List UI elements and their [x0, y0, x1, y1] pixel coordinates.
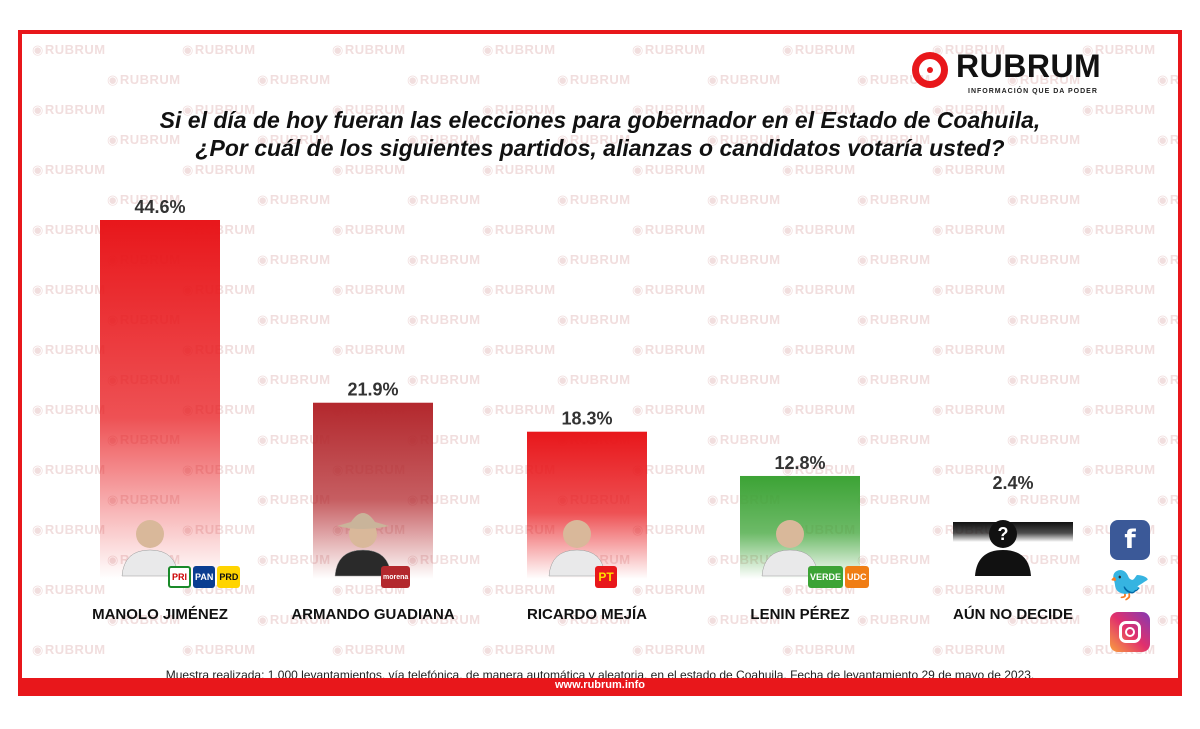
category-label-4: LENIN PÉREZ	[750, 606, 849, 623]
candidate-photo-head-4	[776, 520, 804, 548]
category-label-3: RICARDO MEJÍA	[527, 606, 647, 623]
category-label-2: ARMANDO GUADIANA	[291, 606, 454, 623]
party-logo-prd: PRD	[217, 566, 241, 588]
party-logo-pri: PRI	[168, 566, 192, 588]
candidate-photo-head-5	[989, 520, 1017, 548]
value-label-4: 12.8%	[774, 453, 825, 473]
party-logo-udc: UDC	[845, 566, 869, 588]
candidate-photo-head-3	[563, 520, 591, 548]
logo-wordmark: RUBRUM	[956, 48, 1102, 84]
cowboy-hat-icon	[337, 513, 389, 529]
chart-title: Si el día de hoy fueran las elecciones p…	[22, 106, 1178, 162]
party-logos-3: PT	[595, 566, 617, 588]
bar-chart: 44.6% MANOLO JIMÉNEZ 21.9% ARMANDO GUADIANA…	[92, 197, 1073, 623]
candidate-photo-head-1	[136, 520, 164, 548]
value-label-5: 2.4%	[992, 473, 1033, 493]
title-line-1: Si el día de hoy fueran las elecciones p…	[159, 107, 1041, 133]
logo-tagline: INFORMACIÓN QUE DA PODER	[968, 88, 1098, 95]
rubrum-logo-icon	[912, 52, 948, 88]
title-line-2: ¿Por cuál de los siguientes partidos, al…	[195, 135, 1005, 161]
instagram-icon[interactable]	[1110, 612, 1150, 652]
category-label-1: MANOLO JIMÉNEZ	[92, 606, 228, 623]
question-mark-icon: ?	[998, 524, 1009, 544]
party-logo-pan: PAN	[193, 566, 216, 588]
footer-url[interactable]: www.rubrum.info	[22, 678, 1178, 692]
chart-frame: RUBRUMRUBRUMRUBRUMRUBRUMRUBRUMRUBRUMRUBR…	[18, 30, 1182, 696]
bar-1	[100, 220, 220, 579]
party-logos-1: PRI PAN PRD	[168, 566, 241, 588]
party-logo-morena: morena	[381, 566, 411, 588]
bar-2	[313, 402, 433, 579]
value-label-2: 21.9%	[347, 380, 398, 400]
rubrum-logo: RUBRUM INFORMACIÓN QUE DA PODER	[912, 48, 1134, 98]
party-logo-pt: PT	[595, 566, 617, 588]
category-label-5: AÚN NO DECIDE	[953, 605, 1073, 623]
value-label-3: 18.3%	[561, 409, 612, 429]
twitter-icon[interactable]: 🐦	[1108, 565, 1152, 603]
candidate-photo-body-5	[975, 550, 1031, 576]
party-logo-verde: VERDE	[808, 566, 844, 588]
value-label-1: 44.6%	[134, 197, 185, 217]
party-logos-4: VERDE UDC	[808, 566, 869, 588]
party-logos-2: morena	[381, 566, 411, 588]
facebook-icon[interactable]: f	[1110, 520, 1150, 560]
